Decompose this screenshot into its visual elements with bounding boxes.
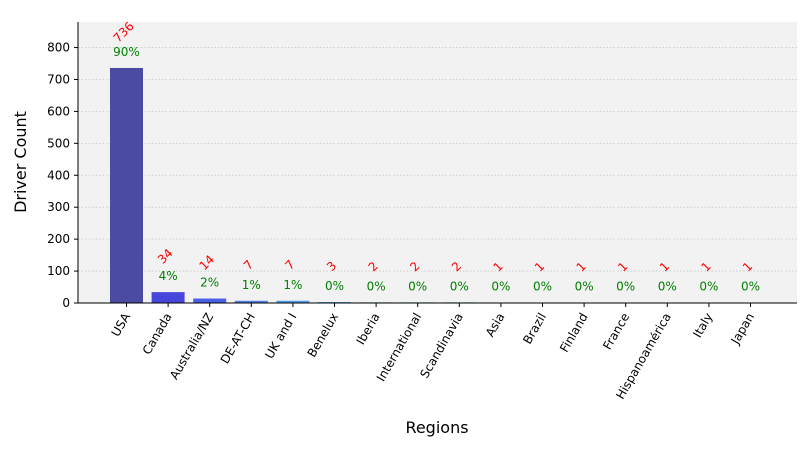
y-tick-label: 100 [47,264,70,278]
y-ticks: 0 100 200 300 400 500 600 700 800 [47,41,78,310]
x-tick-label: France [600,311,632,353]
x-tick-label: Italy [690,311,715,341]
percent-label: 0% [450,279,469,293]
grid-lines [78,47,797,272]
percent-label: 0% [616,280,635,294]
x-tick-label: DE-AT-CH [218,311,258,367]
x-axis-title: Regions [405,418,468,437]
bar [276,300,310,303]
y-tick-label: 400 [47,168,70,182]
bar [193,298,227,303]
x-tick-label: Iberia [353,311,382,348]
plot-area [78,22,797,303]
percent-label: 1% [283,278,302,292]
y-tick-label: 800 [47,41,70,55]
y-tick-label: 300 [47,200,70,214]
bar [110,67,143,304]
bar [234,300,268,303]
x-tick-label: Canada [140,311,175,358]
percent-label: 0% [367,279,386,293]
x-tick-label: Australia/NZ [167,311,216,382]
percent-label: 0% [658,280,677,294]
percent-label: 0% [575,280,594,294]
y-tick-label: 500 [47,136,70,150]
percent-label: 0% [491,280,510,294]
percent-label: 4% [159,269,178,283]
percent-label: 2% [200,276,219,290]
percent-label: 0% [533,280,552,294]
percent-label: 0% [325,279,344,293]
y-tick-label: 0 [62,296,70,310]
x-tick-label: Benelux [305,311,341,360]
percent-label: 0% [699,280,718,294]
y-tick-label: 600 [47,104,70,118]
percent-label: 90% [113,45,140,59]
percent-labels: 90% 4% 2% 1% 1% 0% 0% 0% 0% 0% 0% 0% 0% 0% 0% 0% [113,45,760,294]
y-tick-label: 200 [47,232,70,246]
bar [151,292,185,303]
y-axis-title: Driver Count [11,111,30,213]
x-tick-label: Scandinavia [417,311,466,381]
x-tick-label: USA [109,310,134,339]
percent-label: 0% [408,279,427,293]
y-tick-label: 700 [47,72,70,86]
x-tick-label: UK and I [262,311,299,362]
percent-label: 1% [242,278,261,292]
x-tick-label: Finland [557,311,591,355]
x-tick-label: Japan [728,311,757,348]
x-tick-label: Brazil [520,311,549,347]
percent-label: 0% [741,280,760,294]
x-tick-label: Asia [483,311,508,340]
